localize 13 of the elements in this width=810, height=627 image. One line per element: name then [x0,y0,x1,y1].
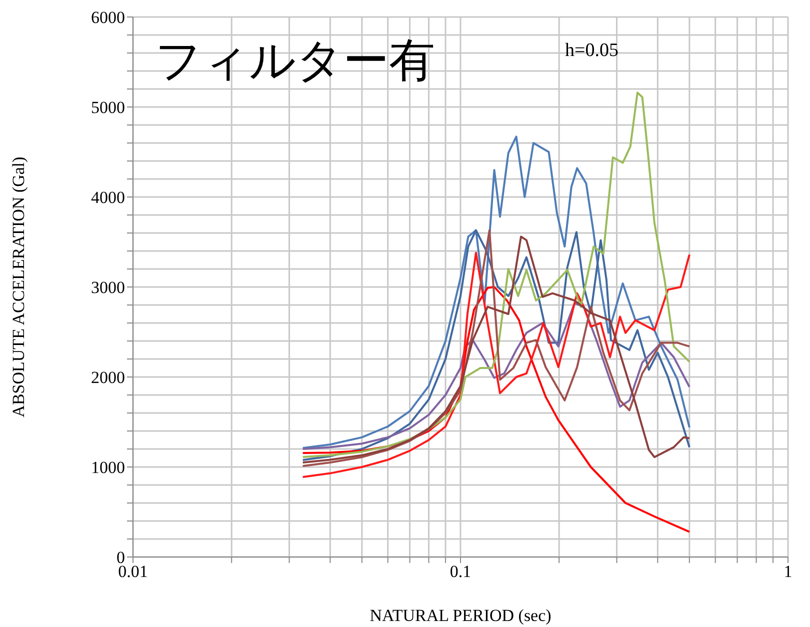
y-axis-title: ABSOLUTE ACCELERATION (Gal) [9,156,28,418]
x-axis-title: NATURAL PERIOD (sec) [370,606,552,625]
x-tick-label: 0.01 [118,562,148,582]
annotation: h=0.05 [565,40,618,62]
y-tick-label: 3000 [91,278,125,298]
x-tick-label: 1 [784,562,792,582]
x-tick-label: 0.1 [450,562,472,582]
y-tick-label: 2000 [91,368,125,388]
y-tick-label: 4000 [91,188,125,208]
y-tick-label: 5000 [91,98,125,118]
y-tick-label: 6000 [91,8,125,28]
annotation: フィルター有 [155,32,435,89]
y-tick-label: 1000 [91,458,125,478]
